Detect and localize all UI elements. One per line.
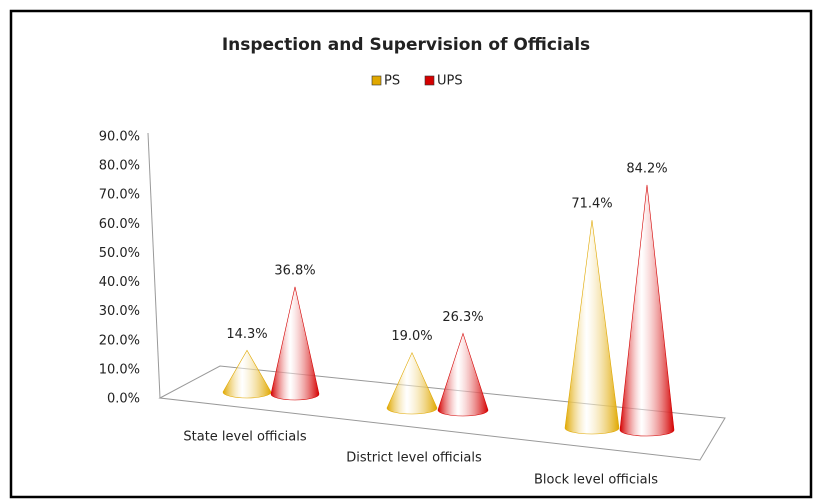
y-tick-label: 90.0% — [99, 130, 140, 145]
x-tick-label: District level officials — [346, 451, 482, 466]
y-tick-label: 0.0% — [107, 392, 140, 407]
legend-label: UPS — [437, 74, 463, 89]
y-tick-label: 80.0% — [99, 159, 140, 174]
data-label: 14.3% — [226, 327, 267, 342]
cone — [270, 286, 320, 401]
y-tick-label: 70.0% — [99, 188, 140, 203]
cone — [437, 332, 489, 417]
data-label: 19.0% — [391, 329, 432, 344]
legend-swatch — [371, 75, 382, 86]
cone — [619, 184, 675, 437]
y-tick-label: 40.0% — [99, 275, 140, 290]
chart-title: Inspection and Supervision of Officials — [222, 35, 590, 55]
y-tick-label: 60.0% — [99, 217, 140, 232]
cone — [222, 349, 272, 399]
x-tick-label: State level officials — [183, 430, 306, 445]
y-tick-label: 10.0% — [99, 362, 140, 377]
y-axis — [147, 132, 161, 399]
legend-label: PS — [384, 74, 400, 89]
data-label: 26.3% — [442, 310, 483, 325]
cone — [564, 220, 620, 435]
y-tick-label: 30.0% — [99, 304, 140, 319]
legend-swatch — [424, 75, 435, 86]
data-label: 36.8% — [274, 263, 315, 278]
x-tick-label: Block level officials — [534, 473, 658, 488]
cone — [386, 351, 438, 415]
data-label: 71.4% — [571, 197, 612, 212]
y-tick-label: 20.0% — [99, 333, 140, 348]
y-tick-label: 50.0% — [99, 246, 140, 261]
data-label: 84.2% — [626, 161, 667, 176]
